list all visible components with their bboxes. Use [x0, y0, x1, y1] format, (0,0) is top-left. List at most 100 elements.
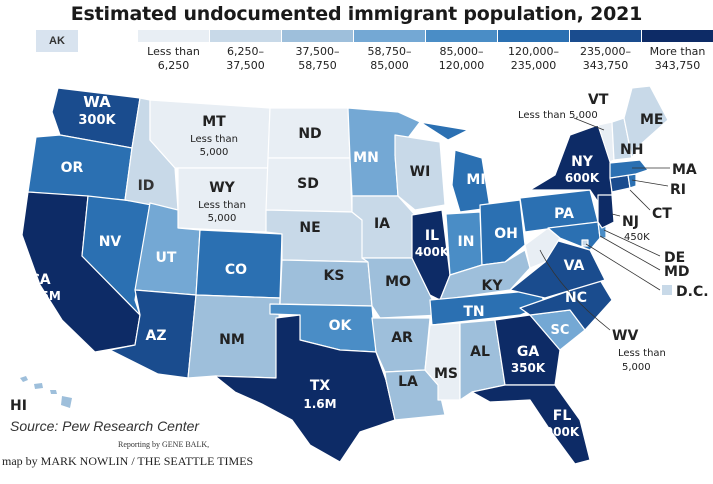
state-label-nj: NJ — [622, 214, 639, 230]
state-label-ky: KY — [482, 278, 504, 294]
state-value-ny: 600K — [565, 171, 600, 185]
state-value-tx: 1.6M — [303, 397, 336, 411]
map-title: Estimated undocumented immigrant populat… — [70, 3, 643, 25]
source-note: Source: Pew Research Center — [10, 418, 200, 434]
state-label-ok: OK — [329, 318, 353, 334]
legend-swatch — [426, 30, 497, 42]
state-label-nm: NM — [219, 332, 245, 348]
legend-label: 235,000– — [580, 45, 631, 58]
state-label-vt: VT — [588, 92, 609, 108]
state-nj — [597, 194, 615, 229]
state-label-ny: NY — [571, 154, 594, 170]
state-label-nv: NV — [99, 234, 122, 250]
state-label-wi: WI — [410, 164, 431, 180]
legend-swatch — [138, 30, 209, 42]
legend-swatch — [354, 30, 425, 42]
legend-swatch — [642, 30, 713, 42]
legend-label: 120,000 — [438, 59, 485, 72]
state-label-oh: OH — [494, 226, 518, 242]
legend-item: 85,000– 120,000 — [426, 30, 497, 73]
legend-label: 85,000 — [370, 59, 409, 72]
legend-label: 85,000– — [439, 45, 484, 58]
legend-label: 58,750– — [367, 45, 412, 58]
state-label-wv: WV — [612, 328, 638, 344]
legend-item: 6,250– 37,500 — [210, 30, 281, 73]
legend: Less than 6,250 6,250– 37,500 37,500– 58,75… — [138, 30, 713, 73]
legend-label: Less than — [147, 45, 200, 58]
state-value-vt: Less than 5,000 — [518, 110, 598, 121]
state-value-mt-2: 5,000 — [200, 147, 229, 158]
legend-swatch — [210, 30, 281, 42]
legend-swatch — [498, 30, 569, 42]
state-label-ia: IA — [374, 216, 390, 232]
state-label-ar: AR — [391, 330, 413, 346]
state-value-nj: 450K — [624, 232, 650, 243]
state-hi — [20, 376, 72, 408]
state-label-ks: KS — [324, 268, 345, 284]
state-label-me: ME — [640, 112, 664, 128]
state-label-va: VA — [564, 258, 585, 274]
state-label-ut: UT — [156, 250, 177, 266]
state-ma — [609, 159, 649, 179]
state-label-hi: HI — [10, 398, 27, 414]
state-label-or: OR — [61, 160, 84, 176]
state-ri — [627, 173, 637, 189]
legend-label: 6,250 — [157, 59, 190, 72]
state-value-wy-1: Less than — [198, 200, 246, 211]
state-label-wa: WA — [83, 93, 111, 111]
legend-label: 343,750 — [582, 59, 629, 72]
state-label-in: IN — [458, 234, 475, 250]
state-label-ga: GA — [517, 344, 539, 360]
legend-item: 58,750– 85,000 — [354, 30, 425, 73]
state-label-wy: WY — [209, 180, 235, 196]
state-label-ak: AK — [49, 35, 65, 47]
state-label-az: AZ — [146, 328, 167, 344]
state-label-tn: TN — [463, 304, 484, 320]
state-label-ct: CT — [652, 206, 672, 222]
state-label-sc: SC — [551, 323, 570, 338]
reporting-credit: Reporting by GENE BALK, — [118, 440, 210, 449]
state-me — [623, 85, 669, 159]
state-label-mi: MI — [466, 172, 485, 188]
state-label-ne: NE — [299, 220, 320, 236]
legend-item: 235,000– 343,750 — [570, 30, 641, 73]
state-value-ga: 350K — [511, 361, 546, 375]
state-label-md: MD — [664, 264, 690, 280]
state-label-fl: FL — [553, 408, 572, 424]
state-label-il: IL — [425, 228, 439, 244]
state-value-fl: 900K — [545, 425, 580, 439]
legend-item: More than 343,750 — [642, 30, 713, 73]
state-label-al: AL — [470, 344, 490, 360]
state-value-wy-2: 5,000 — [208, 213, 237, 224]
state-label-ma: MA — [672, 162, 697, 178]
legend-label: 6,250– — [227, 45, 264, 58]
state-label-pa: PA — [554, 206, 574, 222]
state-label-de: DE — [664, 250, 685, 266]
state-value-ca: 1.85M — [19, 289, 61, 303]
state-label-tx: TX — [310, 378, 331, 394]
legend-label: 58,750 — [298, 59, 337, 72]
state-wi — [394, 134, 446, 211]
state-value-il: 400K — [415, 245, 450, 259]
state-wv — [524, 227, 561, 269]
leader-lines — [539, 117, 670, 331]
state-label-id: ID — [138, 178, 155, 194]
state-ak: AK — [36, 30, 78, 52]
state-label-ri: RI — [670, 182, 686, 198]
legend-label: 343,750 — [654, 59, 701, 72]
state-label-nd: ND — [298, 126, 321, 142]
state-fl — [471, 384, 591, 465]
state-label-ca: CA — [29, 272, 50, 288]
legend-item: 120,000– 235,000 — [498, 30, 569, 73]
legend-label: 37,500– — [295, 45, 340, 58]
legend-item: Less than 6,250 — [138, 30, 209, 73]
state-value-mt-1: Less than — [190, 134, 238, 145]
state-label-co: CO — [225, 262, 247, 278]
state-mi — [419, 121, 491, 213]
state-label-ms: MS — [434, 366, 458, 382]
map-credit: map by MARK NOWLIN / THE SEATTLE TIMES — [2, 454, 254, 468]
state-label-mt: MT — [202, 114, 226, 130]
state-ga — [494, 314, 561, 386]
legend-label: 120,000– — [508, 45, 559, 58]
